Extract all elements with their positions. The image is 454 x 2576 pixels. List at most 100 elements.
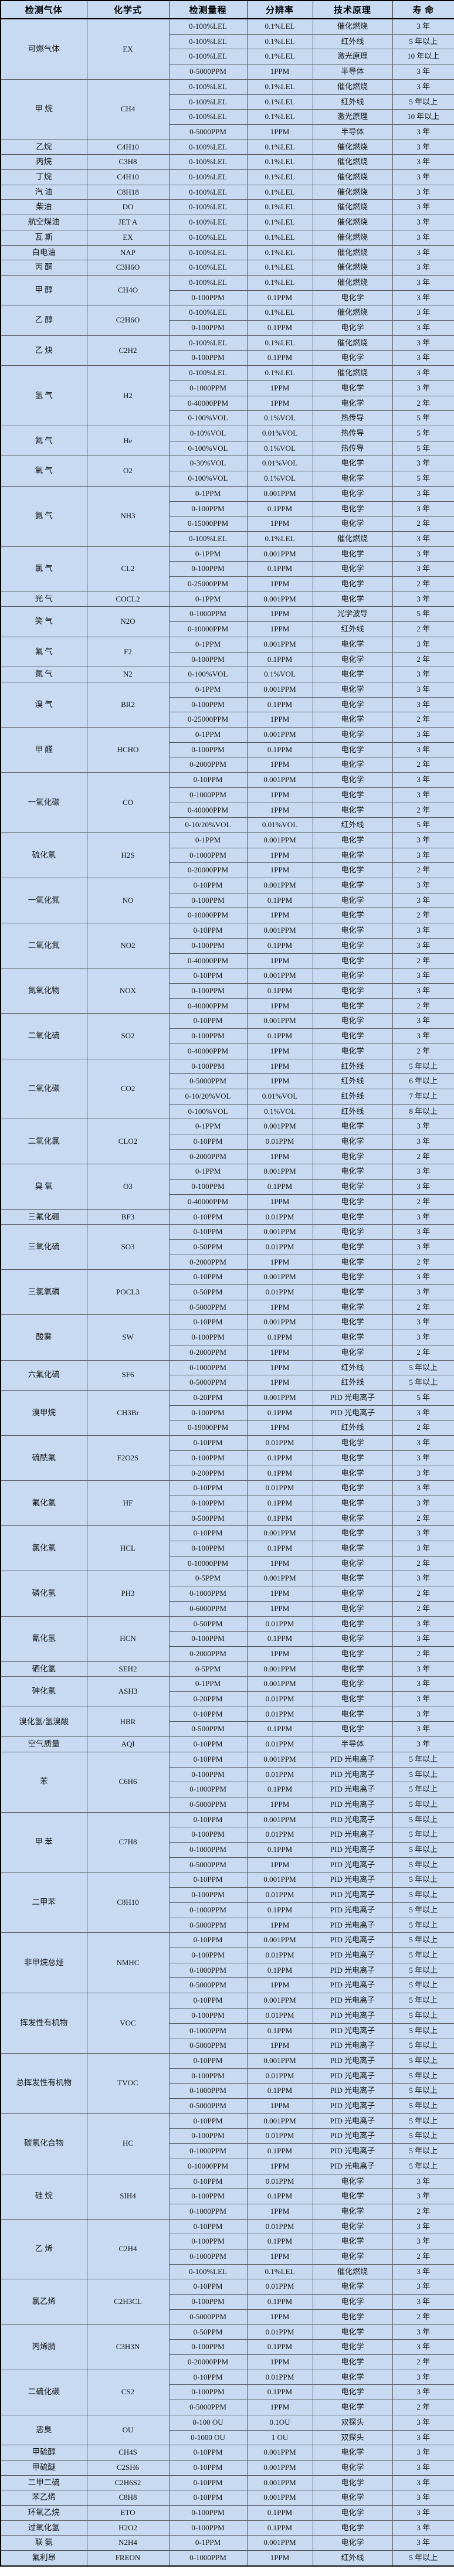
lifespan-cell: 3 年 <box>392 1330 454 1345</box>
lifespan-cell: 5 年以上 <box>392 2128 454 2145</box>
lifespan-cell: 2 年 <box>392 802 454 818</box>
formula-cell: C7H8 <box>86 1812 170 1873</box>
table-row: 0-100PPM 0.1PPM 电化学 3 年 <box>1 2188 454 2204</box>
principle-cell: 电化学 <box>312 1646 393 1662</box>
resolution-cell: 0.001PPM <box>246 681 313 698</box>
range-cell: 0-100PPM <box>168 2339 248 2355</box>
formula-cell: FREON <box>86 2550 170 2567</box>
principle-cell: 红外线 <box>312 1058 393 1075</box>
resolution-cell: 0.001PPM <box>246 1389 313 1406</box>
table-row: 0-100PPM 0.1PPM 电化学 3 年 <box>1 290 454 306</box>
principle-cell: PID 光电离子 <box>312 1872 393 1888</box>
principle-cell: 电化学 <box>312 878 393 893</box>
lifespan-cell: 3 年 <box>392 1721 454 1738</box>
formula-cell: CH4O <box>86 274 170 306</box>
lifespan-cell: 3 年 <box>392 681 454 698</box>
table-row: 0-5000PPM 1PPM 电化学 2 年 <box>1 2400 454 2415</box>
lifespan-cell: 3 年 <box>392 1179 454 1195</box>
lifespan-cell: 3 年 <box>392 696 454 713</box>
range-cell: 0-1000PPM <box>168 1962 248 1979</box>
resolution-cell: 0.001PPM <box>246 636 313 653</box>
lifespan-cell: 5 年以上 <box>392 1842 454 1858</box>
resolution-cell: 1PPM <box>246 395 313 412</box>
formula-cell: ETO <box>86 2505 170 2521</box>
principle-cell: 电化学 <box>312 651 393 668</box>
column-header-gas: 检测气体 <box>0 0 87 19</box>
formula-cell: F2 <box>86 636 170 668</box>
resolution-cell: 1PPM <box>246 2309 313 2325</box>
resolution-cell: 0.01PPM <box>246 2173 313 2190</box>
principle-cell: 电化学 <box>312 712 393 728</box>
principle-cell: 电化学 <box>312 998 393 1014</box>
principle-cell: PID 光电离子 <box>312 1948 393 1963</box>
range-cell: 0-100%LEL <box>168 2264 248 2280</box>
lifespan-cell: 3 年 <box>392 1631 454 1647</box>
table-row: 0-6000PPM 1PPM 电化学 2 年 <box>1 1600 454 1617</box>
table-row: 0-200PPM 0.1PPM 电化学 3 年 <box>1 1465 454 1481</box>
resolution-cell: 0.1%LEL <box>246 335 313 351</box>
lifespan-cell: 5 年以上 <box>392 1948 454 1963</box>
resolution-cell: 0.1PPM <box>246 2384 313 2401</box>
resolution-cell: 0.1PPM <box>246 290 313 306</box>
principle-cell: PID 光电离子 <box>312 2038 393 2054</box>
lifespan-cell: 3 年 <box>392 290 454 306</box>
range-cell: 0-5000PPM <box>168 64 248 80</box>
table-row: 0-500PPM 0.1PPM 电化学 3 年 <box>1 1721 454 1738</box>
table-row: 氮氧化物 NOX 0-10PPM 0.001PPM 电化学 3 年 <box>0 968 454 1014</box>
range-cell: 0-1PPM <box>168 1164 248 1180</box>
table-row: 氟 气 F2 0-1PPM 0.001PPM 电化学 3 年 <box>0 636 454 668</box>
table-row: 0-40000PPM 1PPM 电化学 2 年 <box>1 998 454 1014</box>
lifespan-cell: 3 年 <box>392 2234 454 2250</box>
formula-cell: N2 <box>86 667 170 682</box>
principle-cell: 电化学 <box>312 320 393 336</box>
range-cell: 0-10PPM <box>168 1525 248 1542</box>
range-cell: 0-10PPM <box>168 2279 248 2295</box>
lifespan-cell: 3 年 <box>392 305 454 321</box>
principle-cell: 催化燃烧 <box>312 154 393 171</box>
principle-cell: 激光原理 <box>312 109 393 125</box>
principle-cell: 催化燃烧 <box>312 274 393 291</box>
formula-cell: NH3 <box>86 485 170 547</box>
range-cell: 0-10PPM <box>168 2445 248 2461</box>
table-row: 砷化氢 ASH3 0-1PPM 0.001PPM 电化学 3 年 <box>0 1676 454 1707</box>
resolution-cell: 1PPM <box>246 2158 313 2174</box>
principle-cell: 电化学 <box>312 636 393 653</box>
lifespan-cell: 5 年以上 <box>392 1962 454 1979</box>
range-cell: 0-10PPM <box>168 878 248 893</box>
resolution-cell: 1PPM <box>246 1344 313 1361</box>
resolution-cell: 0.001PPM <box>246 2459 313 2476</box>
resolution-cell: 0.001PPM <box>246 968 313 984</box>
formula-cell: C8H10 <box>86 1872 170 1933</box>
table-row: 二甲二硫 C2H6S2 0-10PPM 0.001PPM 电化学 3 年 <box>0 2475 454 2491</box>
resolution-cell: 0.1PPM <box>246 1541 313 1557</box>
range-cell: 0-100PPM <box>168 1631 248 1647</box>
resolution-cell: 0.01PPM <box>246 1736 313 1752</box>
lifespan-cell: 3 年 <box>392 2520 454 2536</box>
range-cell: 0-10PPM <box>168 1480 248 1496</box>
resolution-cell: 1PPM <box>246 2203 313 2220</box>
lifespan-cell: 2 年 <box>392 998 454 1014</box>
lifespan-cell: 2 年 <box>392 1420 454 1436</box>
table-row: 0-100PPM 0.1PPM 电化学 3 年 <box>1 2234 454 2250</box>
resolution-cell: 0.1PPM <box>246 2339 313 2355</box>
principle-cell: 催化燃烧 <box>312 305 393 321</box>
principle-cell: 电化学 <box>312 847 393 864</box>
range-cell: 0-100%LEL <box>168 139 248 155</box>
formula-cell: POCL3 <box>86 1269 170 1316</box>
lifespan-cell: 3 年 <box>392 923 454 939</box>
column-header-resolution: 分辨率 <box>246 0 313 19</box>
resolution-cell: 0.1PPM <box>246 320 313 336</box>
principle-cell: 半导体 <box>312 64 393 80</box>
formula-cell: He <box>86 425 170 457</box>
table-row: 0-1000PPM 1PPM 电化学 2 年 <box>1 2203 454 2220</box>
range-cell: 0-10PPM <box>168 2369 248 2385</box>
lifespan-cell: 2 年 <box>392 908 454 924</box>
principle-cell: PID 光电离子 <box>312 1782 393 1797</box>
resolution-cell: 0.1%VOL <box>246 440 313 457</box>
table-row: 瓦 斯 EX 0-100%LEL 0.1%LEL 催化燃烧 3 年 <box>0 229 454 246</box>
formula-cell: SIH4 <box>86 2173 170 2220</box>
lifespan-cell: 3 年 <box>392 2324 454 2340</box>
principle-cell: 半导体 <box>312 1736 393 1752</box>
resolution-cell: 0.001PPM <box>246 2052 313 2069</box>
